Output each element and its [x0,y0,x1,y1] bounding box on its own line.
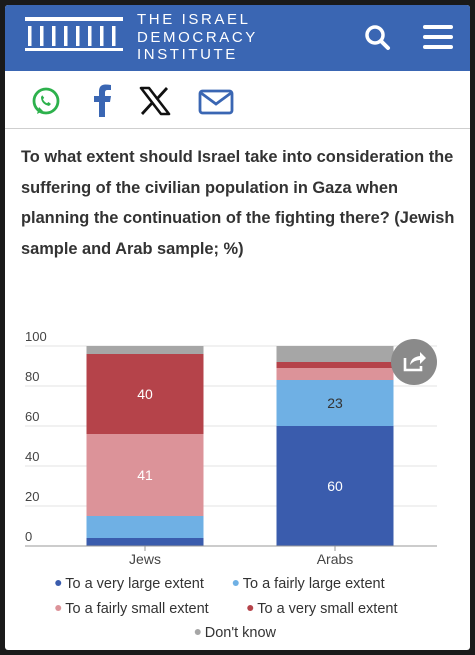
site-header: THE ISRAEL DEMOCRACY INSTITUTE [5,5,470,71]
x-tick-label: Jews [129,551,161,567]
bar-segment[interactable] [276,346,394,362]
data-label: 23 [327,395,343,411]
whatsapp-icon[interactable] [29,85,63,119]
facebook-icon[interactable] [91,83,113,119]
legend-marker [247,605,254,611]
y-tick-label: 40 [25,449,39,464]
search-icon[interactable] [363,23,393,53]
brand-line: DEMOCRACY [137,28,258,46]
brand-line: INSTITUTE [137,46,238,63]
legend-marker [232,580,239,586]
email-icon[interactable] [198,89,234,115]
data-label: 40 [137,386,153,402]
y-tick-label: 80 [25,369,39,384]
data-label: 41 [137,467,153,483]
legend-item[interactable]: To a fairly large extent [243,576,385,592]
bar-segment[interactable] [276,426,394,546]
x-tick-label: Arabs [317,551,354,567]
hamburger-menu-icon[interactable] [421,22,455,52]
stacked-bar-chart: 0 20 40 60 80 100 41 40 Jews 60 23 Arabs To a very l… [25,329,437,641]
bar-segment[interactable] [276,362,394,368]
institute-logo-icon[interactable] [25,17,123,51]
chart-area: 0 20 40 60 80 100 41 40 Jews 60 23 Arabs To a very l… [5,325,470,650]
y-tick-label: 20 [25,489,39,504]
y-tick-label: 60 [25,409,39,424]
legend-marker [55,580,62,586]
brand-name[interactable]: THE ISRAEL DEMOCRACY INSTITUTE [137,11,258,64]
legend-marker [194,629,201,635]
bar-segment[interactable] [86,346,204,354]
bar-segment[interactable] [86,538,204,546]
legend-item[interactable]: To a very large extent [65,576,204,592]
bar-segment[interactable] [86,516,204,538]
x-icon[interactable] [139,86,171,116]
legend-item[interactable]: To a fairly small extent [65,601,208,617]
bar-segment[interactable] [86,354,204,434]
legend-marker [55,605,62,611]
y-tick-label: 100 [25,329,47,344]
data-label: 60 [327,478,343,494]
brand-line: THE ISRAEL [137,11,251,28]
chart-share-icon[interactable] [390,338,438,386]
bar-segment[interactable] [276,368,394,380]
article-screen: THE ISRAEL DEMOCRACY INSTITUTE [5,5,470,650]
chart-question-title: To what extent should Israel take into c… [21,148,455,258]
share-bar [5,71,470,129]
legend-item[interactable]: Don't know [205,625,277,641]
y-tick-label: 0 [25,529,32,544]
bar-segment[interactable] [276,380,394,426]
legend-item[interactable]: To a very small extent [257,601,397,617]
bar-segment[interactable] [86,434,204,516]
